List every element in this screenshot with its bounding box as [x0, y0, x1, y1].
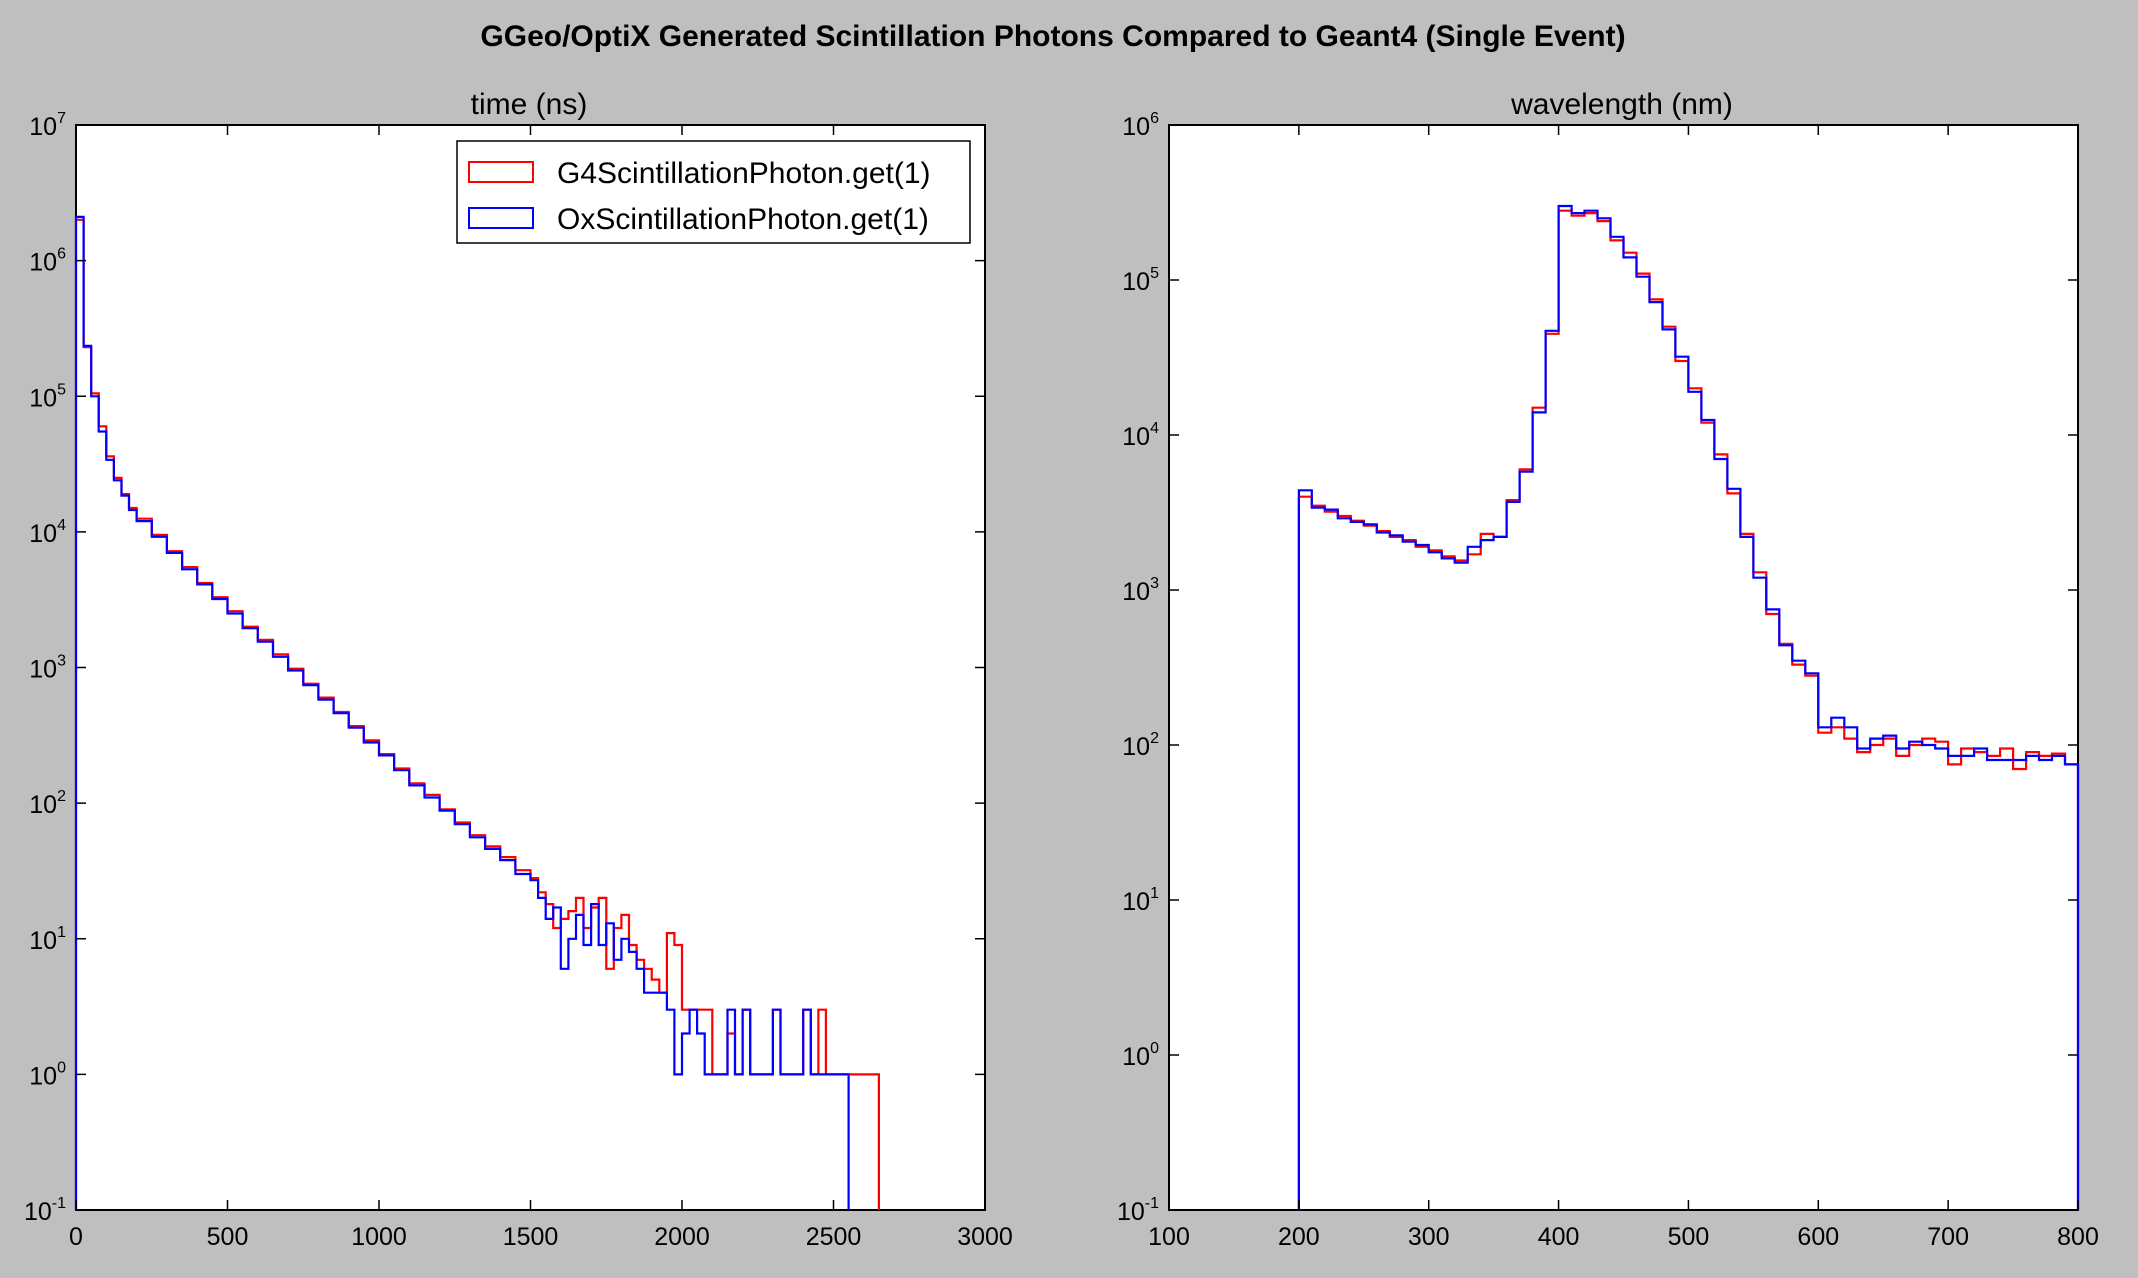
- time-ytick-label: 102: [29, 788, 66, 819]
- legend-swatch-ox: [468, 207, 534, 229]
- legend-box: [456, 140, 971, 244]
- wavelength-ytick-label: 103: [1122, 575, 1159, 606]
- wavelength-xtick-label: 300: [1408, 1223, 1450, 1251]
- wavelength-xtick-label: 400: [1538, 1223, 1580, 1251]
- figure-suptitle: GGeo/OptiX Generated Scintillation Photo…: [480, 20, 1625, 53]
- wavelength-xtick-label: 600: [1797, 1223, 1839, 1251]
- time-ytick-label: 107: [29, 110, 66, 141]
- time-ytick-label: 105: [29, 381, 66, 412]
- wavelength-xtick-label: 700: [1927, 1223, 1969, 1251]
- time-xtick-label: 1000: [351, 1223, 407, 1251]
- legend-swatch-g4: [468, 161, 534, 183]
- time-xtick-label: 2500: [806, 1223, 862, 1251]
- wavelength-xtick-label: 100: [1148, 1223, 1190, 1251]
- time-xtick-label: 3000: [957, 1223, 1013, 1251]
- time-ytick-label: 10-1: [24, 1195, 66, 1226]
- time-series-ox-line: [74, 215, 850, 1210]
- time-xtick-label: 1500: [503, 1223, 559, 1251]
- time-ytick-label: 104: [29, 517, 66, 548]
- wavelength-xtick-label: 200: [1278, 1223, 1320, 1251]
- time-ytick-label: 101: [29, 924, 66, 955]
- legend-label-ox: OxScintillationPhoton.get(1): [557, 203, 929, 236]
- time-histogram-panel: time (ns) 0 500 1000 1500 2000 2500 3000 10-1 10…: [24, 88, 1013, 1251]
- time-xtick-label: 2000: [654, 1223, 710, 1251]
- time-panel-title: time (ns): [471, 88, 588, 121]
- time-xtick-label: 0: [69, 1223, 83, 1251]
- wavelength-ytick-label: 10-1: [1117, 1195, 1159, 1226]
- wavelength-ytick-label: 105: [1122, 265, 1159, 296]
- wavelength-series-group: [1297, 204, 2080, 1210]
- wavelength-xtick-label: 500: [1668, 1223, 1710, 1251]
- wavelength-plot-area: [1168, 124, 2079, 1211]
- wavelength-axis-ticks: 100 200 300 400 500 600 700 80010-1100101102103…: [1117, 110, 2099, 1251]
- wavelength-ytick-label: 104: [1122, 420, 1159, 451]
- wavelength-ytick-label: 102: [1122, 730, 1159, 761]
- time-ytick-label: 103: [29, 653, 66, 684]
- time-legend: G4ScintillationPhoton.get(1) OxScintilla…: [456, 140, 971, 244]
- wavelength-panel-title: wavelength (nm): [1510, 88, 1733, 121]
- wavelength-ytick-label: 100: [1122, 1040, 1159, 1071]
- wavelength-ytick-label: 106: [1122, 110, 1159, 141]
- wavelength-xtick-label: 800: [2057, 1223, 2099, 1251]
- time-axis-ticks: 0 500 1000 1500 2000 2500 3000 10-1 100 101 102 103…: [24, 110, 1013, 1251]
- time-plot-area: [75, 124, 986, 1211]
- time-xtick-label: 500: [207, 1223, 249, 1251]
- time-ytick-label: 100: [29, 1059, 66, 1090]
- wavelength-ytick-label: 101: [1122, 885, 1159, 916]
- legend-label-g4: G4ScintillationPhoton.get(1): [557, 157, 931, 190]
- time-ytick-label: 106: [29, 246, 66, 277]
- wavelength-histogram-panel: wavelength (nm) 100 200 300 400 500 600 700 800…: [1117, 88, 2099, 1251]
- wavelength-series-ox-line: [1297, 204, 2080, 1210]
- time-series-group: [74, 215, 880, 1210]
